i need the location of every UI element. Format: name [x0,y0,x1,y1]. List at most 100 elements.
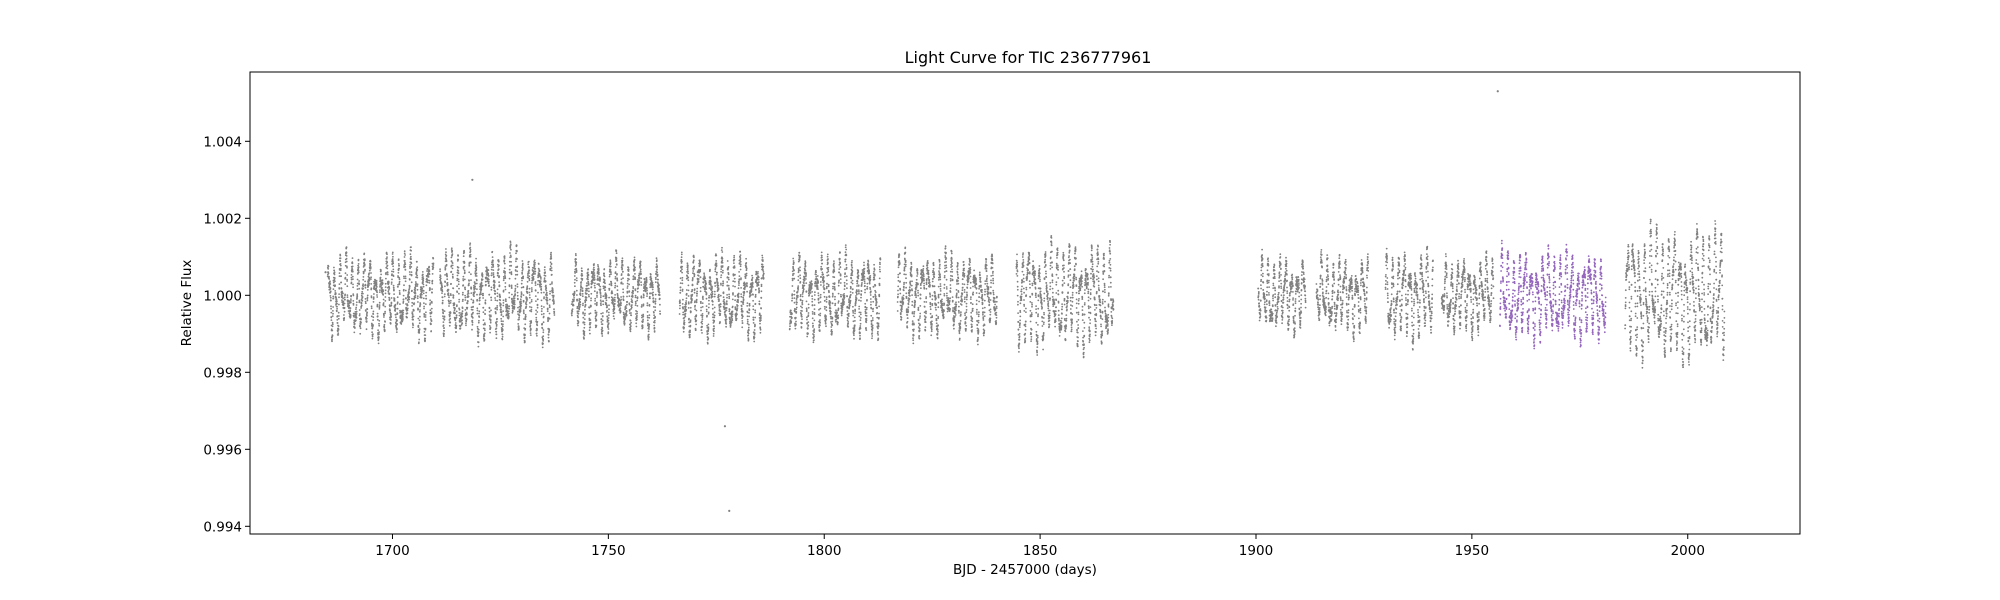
data-point [623,323,626,326]
data-point [516,283,519,286]
data-point [578,303,580,305]
data-point [509,243,512,246]
data-point [817,302,820,304]
data-point [444,281,447,283]
data-point [330,307,332,310]
data-point [379,270,382,273]
data-point [543,266,546,269]
data-point [534,261,536,264]
data-point [392,287,395,289]
data-point [814,291,816,294]
data-point [601,327,604,330]
data-point [537,267,540,270]
data-point [485,276,488,279]
data-point [759,317,762,319]
data-point [601,315,604,318]
data-point [354,327,356,329]
data-point [692,270,695,272]
data-point [484,323,486,326]
data-point [357,268,360,270]
data-point [534,273,536,275]
data-point [620,296,622,298]
data-point [594,300,596,302]
data-point [575,277,578,279]
data-point [622,311,625,314]
data-point [719,321,721,323]
data-point [646,295,648,297]
data-point [820,265,823,268]
data-point [493,281,496,284]
data-point [352,304,355,306]
data-point [450,247,453,250]
data-point [799,255,801,257]
data-point [607,331,610,334]
data-point [681,276,684,279]
data-point [494,297,496,299]
data-point [367,285,370,288]
data-point [821,256,823,259]
data-point [656,271,659,274]
data-point [811,317,814,320]
data-point [542,342,544,345]
data-point [680,269,682,272]
data-point [700,306,702,309]
data-point [461,315,464,318]
data-point [727,273,730,276]
data-point [415,273,418,275]
data-point [691,277,694,279]
data-point [442,324,445,327]
data-point [503,262,506,265]
data-point [349,309,352,312]
data-point [600,321,603,323]
data-point [504,270,506,273]
data-point [592,281,594,284]
data-point [354,319,357,322]
data-point [624,316,627,318]
data-point [345,260,348,263]
data-point [653,326,656,329]
data-point [339,267,342,270]
data-point [398,293,401,295]
data-point [536,311,539,313]
data-point [646,302,649,304]
data-point [384,286,387,288]
data-point [468,280,470,282]
data-point [537,263,540,265]
data-point [447,294,450,297]
data-point [392,261,394,263]
data-point [732,285,734,287]
data-point [462,275,465,278]
data-point [700,329,703,331]
data-point [719,294,722,297]
data-point [528,269,531,272]
data-point [581,295,584,298]
data-point [641,326,644,329]
data-point [576,305,579,308]
data-point [713,327,715,330]
data-point [632,278,635,281]
data-point [494,312,497,315]
data-point [742,303,745,305]
data-point [419,303,422,305]
data-point [519,310,522,313]
data-point [485,266,488,269]
data-point [408,285,411,288]
data-point [755,271,758,274]
data-point [628,295,631,297]
data-point [356,278,359,281]
data-point [612,297,614,300]
data-point [329,290,332,293]
data-point [332,312,334,315]
data-point [720,268,723,270]
data-point [540,313,543,316]
data-point [653,324,656,327]
data-point [361,296,364,298]
data-point [424,327,427,330]
data-point [482,294,484,297]
data-point [731,313,734,315]
data-point [589,332,591,335]
data-point [728,288,730,291]
data-point [357,266,360,268]
data-point [646,289,648,292]
data-point [608,275,611,278]
